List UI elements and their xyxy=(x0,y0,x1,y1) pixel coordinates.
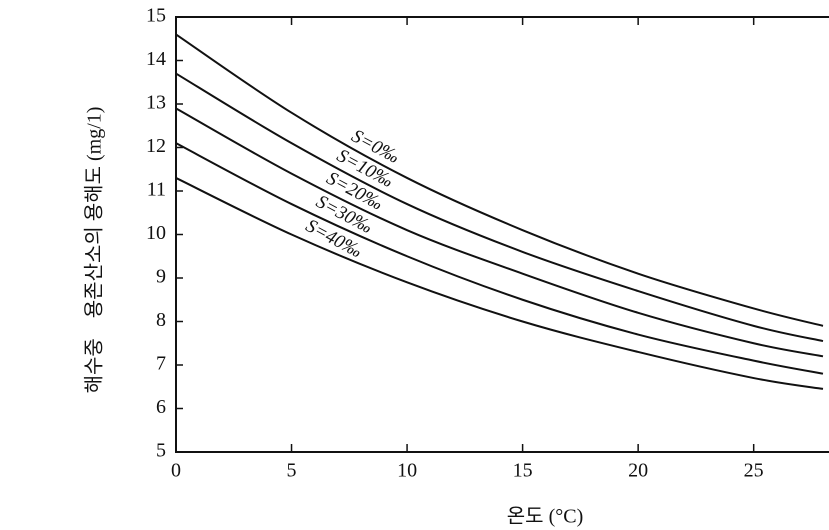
curve xyxy=(175,107,824,358)
x-tick-label: 5 xyxy=(287,460,297,482)
plot-frame xyxy=(175,16,829,453)
y-tick-label: 5 xyxy=(156,440,166,462)
y-axis-label: 해수중 용존산소의 용해도 (mg/1) xyxy=(83,107,106,394)
curve xyxy=(175,177,824,390)
x-tick-label: 10 xyxy=(397,460,417,482)
x-tick-label: 15 xyxy=(513,460,533,482)
y-tick-label: 15 xyxy=(146,5,166,27)
x-tick-label: 25 xyxy=(744,460,764,482)
y-tick-label: 8 xyxy=(156,309,166,331)
y-tick-label: 7 xyxy=(156,353,166,375)
x-tick-label: 0 xyxy=(171,460,181,482)
curve xyxy=(175,33,824,327)
curve xyxy=(175,142,824,375)
curve xyxy=(175,72,824,343)
y-tick-label: 11 xyxy=(147,179,166,201)
y-tick-label: 6 xyxy=(156,396,166,418)
y-tick-label: 10 xyxy=(146,222,166,244)
x-tick-label: 20 xyxy=(628,460,648,482)
y-tick-label: 14 xyxy=(146,48,166,70)
y-tick-label: 9 xyxy=(156,266,166,288)
y-tick-label: 12 xyxy=(146,135,166,157)
x-axis-label: 온도 (°C) xyxy=(507,506,583,528)
y-tick-label: 13 xyxy=(146,92,166,114)
